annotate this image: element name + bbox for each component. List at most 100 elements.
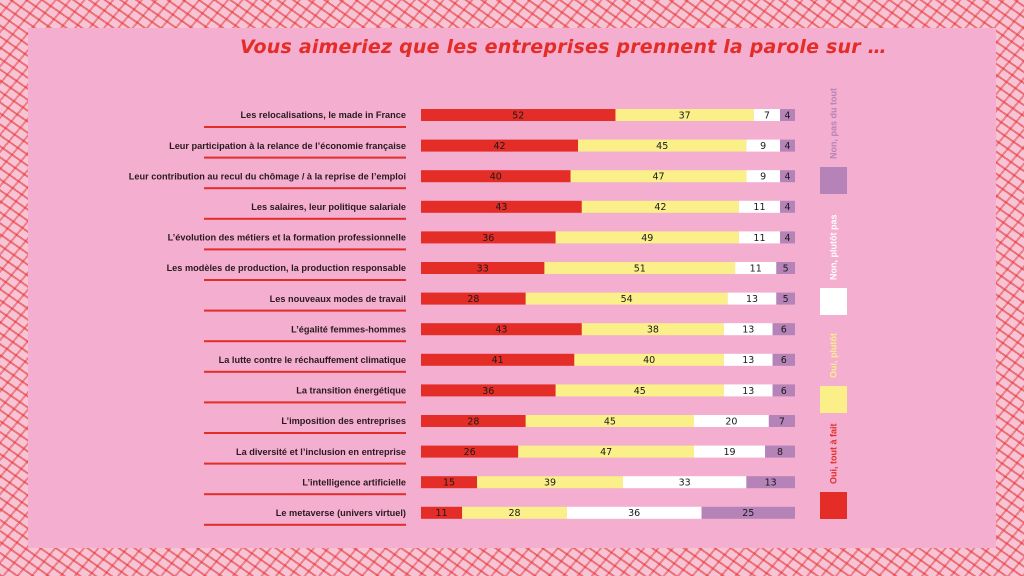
value-label: 54 xyxy=(621,294,633,305)
bar-segment xyxy=(780,139,795,152)
value-label: 33 xyxy=(477,263,489,274)
bar-row: L’imposition des entreprises 28 45 20 7 xyxy=(204,415,795,434)
label-underline xyxy=(204,309,406,312)
category-label: La lutte contre le réchauffement climati… xyxy=(219,355,406,365)
value-label: 36 xyxy=(482,386,494,397)
category-label: Les nouveaux modes de travail xyxy=(270,294,406,304)
bar-segment xyxy=(780,109,795,121)
legend-item: Non, pas du tout xyxy=(820,88,847,194)
bar-segment xyxy=(772,323,795,336)
value-label: 6 xyxy=(781,325,787,336)
bar-row: La lutte contre le réchauffement climati… xyxy=(204,353,795,373)
value-label: 4 xyxy=(784,110,790,121)
value-label: 26 xyxy=(464,447,476,458)
label-underline xyxy=(204,187,406,190)
legend-swatch xyxy=(820,167,847,194)
legend-label: Non, pas du tout xyxy=(829,88,839,159)
label-underline xyxy=(204,370,406,373)
value-label: 19 xyxy=(724,447,736,458)
bar-segment xyxy=(555,384,724,397)
bar-segment xyxy=(772,384,795,397)
value-label: 45 xyxy=(634,386,646,397)
value-label: 47 xyxy=(652,172,664,183)
value-label: 42 xyxy=(493,141,505,152)
category-label: Leur participation à la relance de l’éco… xyxy=(169,141,406,151)
bar-segment xyxy=(776,292,795,305)
chart-rows: Les relocalisations, le made in France 52… xyxy=(129,109,795,526)
value-label: 4 xyxy=(784,172,790,183)
value-label: 20 xyxy=(725,416,737,427)
bar-segment xyxy=(765,445,795,458)
bar-segment xyxy=(746,476,795,489)
bar-segment xyxy=(421,139,579,152)
value-label: 7 xyxy=(764,110,770,121)
chart-legend: Oui, tout à fait Oui, plutôt Non, plutôt p… xyxy=(820,88,847,519)
value-label: 8 xyxy=(777,447,783,458)
legend-label: Non, plutôt pas xyxy=(829,215,839,281)
bar-row: Les relocalisations, le made in France 52… xyxy=(204,109,795,128)
value-label: 45 xyxy=(604,416,616,427)
bar-row: La diversité et l’inclusion en entrepris… xyxy=(204,445,795,465)
label-underline xyxy=(204,340,406,343)
bar-row: Leur contribution au recul du chômage / … xyxy=(129,170,795,190)
bar-segment xyxy=(544,262,736,274)
value-label: 36 xyxy=(628,508,640,519)
bar-segment xyxy=(694,415,769,427)
bar-segment xyxy=(723,384,773,397)
value-label: 7 xyxy=(779,416,785,427)
bar-segment xyxy=(421,415,526,427)
bar-row: Le metaverse (univers virtuel) 11 28 36 25 xyxy=(204,506,795,526)
bar-segment xyxy=(780,231,795,244)
value-label: 39 xyxy=(544,478,556,489)
label-underline xyxy=(204,523,406,526)
value-label: 28 xyxy=(467,416,479,427)
value-label: 6 xyxy=(781,355,787,366)
bar-segment xyxy=(421,506,463,519)
category-label: La transition énergétique xyxy=(296,386,406,396)
bar-segment xyxy=(518,445,695,458)
value-label: 9 xyxy=(760,172,766,183)
value-label: 9 xyxy=(760,141,766,152)
label-underline xyxy=(204,156,406,159)
bar-segment xyxy=(525,415,695,427)
value-label: 38 xyxy=(647,325,659,336)
value-label: 11 xyxy=(436,508,448,519)
bar-segment xyxy=(727,292,777,305)
legend-swatch xyxy=(820,386,847,413)
category-label: Le metaverse (univers virtuel) xyxy=(276,508,406,518)
bar-segment xyxy=(574,353,724,366)
bar-segment xyxy=(477,476,623,489)
bar-segment xyxy=(566,506,702,519)
bar-segment xyxy=(421,292,526,305)
value-label: 13 xyxy=(765,478,777,489)
value-label: 5 xyxy=(783,263,789,274)
label-underline xyxy=(204,248,406,251)
bar-segment xyxy=(581,323,724,336)
label-underline xyxy=(204,462,406,465)
value-label: 49 xyxy=(641,233,653,244)
bar-segment xyxy=(780,200,795,213)
label-underline xyxy=(204,126,406,128)
bar-segment xyxy=(578,139,747,152)
label-underline xyxy=(204,401,406,404)
bar-segment xyxy=(735,262,777,274)
bar-segment xyxy=(421,231,556,244)
value-label: 42 xyxy=(654,202,666,213)
bar-segment xyxy=(768,415,795,427)
bar-segment xyxy=(421,445,519,458)
value-label: 28 xyxy=(508,508,520,519)
value-label: 33 xyxy=(679,478,691,489)
bar-segment xyxy=(421,109,616,121)
bar-segment xyxy=(753,109,781,121)
bar-segment xyxy=(723,323,773,336)
bar-row: Les modèles de production, la production… xyxy=(167,262,795,281)
label-underline xyxy=(204,217,406,220)
value-label: 52 xyxy=(512,110,524,121)
value-label: 4 xyxy=(784,141,790,152)
value-label: 11 xyxy=(750,263,762,274)
bar-row: Les nouveaux modes de travail 28 54 13 5 xyxy=(204,292,795,312)
value-label: 4 xyxy=(784,233,790,244)
value-label: 51 xyxy=(634,263,646,274)
value-label: 43 xyxy=(495,325,507,336)
